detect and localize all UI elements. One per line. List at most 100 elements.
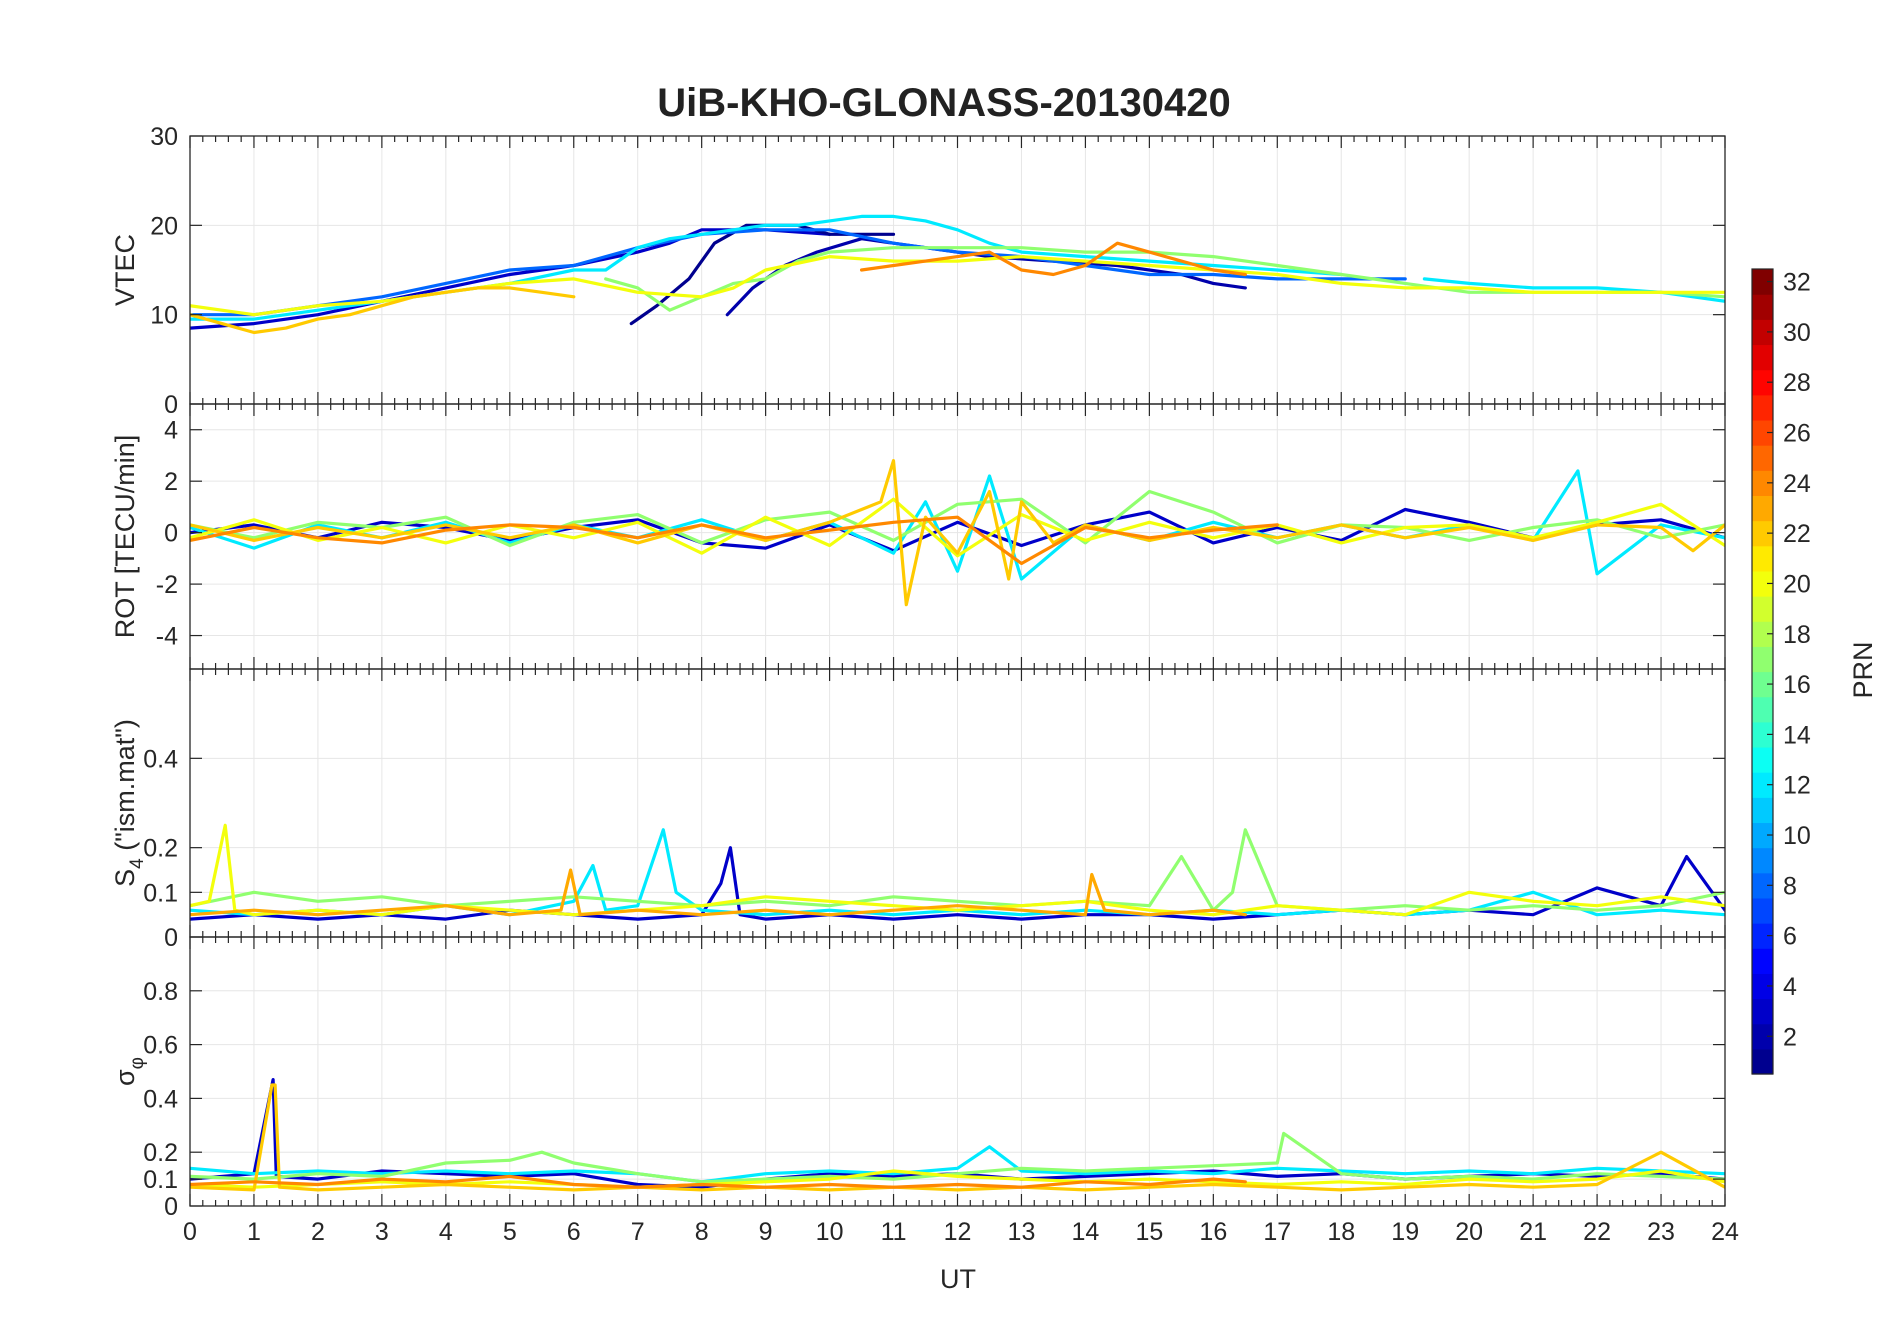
colorbar-tick-label: 28 [1783, 369, 1811, 397]
x-tick-label: 2 [311, 1218, 325, 1246]
chart-title: UiB-KHO-GLONASS-20130420 [657, 81, 1231, 125]
panel-vtec: 0 10 20 30 VTEC [110, 123, 1726, 419]
x-ticks [189, 669, 1726, 937]
y-tick-label: 0.4 [143, 1085, 178, 1113]
colorbar-cell [1752, 797, 1773, 824]
colorbar-cell [1752, 419, 1773, 446]
x-tick-label: 7 [631, 1218, 645, 1246]
colorbar-cell [1752, 772, 1773, 798]
y-tick-label: 0.6 [143, 1032, 178, 1060]
x-tick-label: 15 [1135, 1218, 1163, 1246]
y-tick-label: 0.2 [143, 1139, 178, 1167]
x-ticks [189, 937, 1726, 1206]
x-tick-label: 21 [1519, 1218, 1547, 1246]
y-tick-label: 0 [164, 520, 178, 548]
colorbar-tick-label: 26 [1783, 420, 1811, 448]
colorbar-cell [1752, 847, 1773, 874]
series-group [190, 459, 1725, 607]
series-line-prn-22 [190, 1083, 1725, 1192]
colorbar-tick-label: 8 [1783, 872, 1797, 900]
series-line-prn-12 [190, 1145, 1725, 1184]
colorbar-tick-label: 22 [1783, 520, 1811, 548]
y-tick-label: 0.4 [143, 745, 178, 773]
colorbar-cell [1752, 1048, 1773, 1075]
x-ticks [189, 404, 1726, 669]
y-tick-label: 0 [164, 391, 178, 419]
x-tick-label: 5 [503, 1218, 517, 1246]
series-line-prn-17 [190, 489, 1725, 548]
series-line-prn-24 [190, 1174, 1247, 1189]
colorbar-cell [1752, 1023, 1773, 1050]
colorbar-cell [1752, 294, 1773, 320]
series-line-prn-22 [190, 286, 576, 335]
colorbar-cell [1752, 696, 1773, 723]
colorbar-cell [1752, 445, 1773, 471]
colorbar-frame [1751, 268, 1774, 1075]
colorbar-cell [1752, 269, 1773, 295]
series-line-prn-24 [859, 241, 1247, 277]
y-tick-label: 0.1 [143, 879, 178, 907]
colorbar-label: PRN [1848, 641, 1878, 698]
grid [189, 404, 1726, 669]
x-tick-label: 22 [1583, 1218, 1611, 1246]
y-tick-label: -4 [156, 623, 178, 651]
colorbar-cell [1752, 646, 1773, 673]
y-tick-label: 2 [164, 468, 178, 496]
series-line-prn-1 [629, 223, 896, 326]
colorbar-cell [1752, 746, 1773, 773]
x-tick-label: 9 [759, 1218, 773, 1246]
x-tick-label: 10 [816, 1218, 844, 1246]
colorbar-tick-label: 12 [1783, 772, 1811, 800]
x-tick-label: 14 [1072, 1218, 1100, 1246]
colorbar-cell [1752, 394, 1773, 421]
series-group [190, 823, 1725, 921]
colorbar-cell [1752, 369, 1773, 396]
y-axis-label: VTEC [110, 234, 140, 306]
series-line-prn-22 [190, 459, 1725, 607]
colorbar-cell [1752, 570, 1773, 597]
x-tick-label: 6 [567, 1218, 581, 1246]
y-tick-label: 0 [164, 1193, 178, 1221]
series-line-prn-17 [190, 1131, 1725, 1184]
colorbar-cell [1752, 822, 1773, 849]
y-tick-label: 0.1 [143, 1166, 178, 1194]
x-tick-label: 23 [1647, 1218, 1675, 1246]
x-tick-label: 13 [1008, 1218, 1036, 1246]
colorbar-tick-label: 24 [1783, 470, 1811, 498]
series-line-prn-3 [190, 507, 1725, 553]
series-group [190, 1077, 1725, 1192]
y-tick-label: 0 [164, 924, 178, 952]
colorbar-tick-label: 32 [1783, 269, 1811, 297]
colorbar-cell [1752, 872, 1773, 899]
colorbar-tick-label: 10 [1783, 822, 1811, 850]
series-line-prn-23 [190, 868, 1247, 917]
x-tick-label: 18 [1327, 1218, 1355, 1246]
x-tick-label: 1 [247, 1218, 261, 1246]
x-tick-label: 0 [183, 1218, 197, 1246]
y-tick-label: 30 [150, 123, 178, 151]
colorbar-cell [1752, 495, 1773, 522]
colorbar-tick-label: 4 [1783, 973, 1797, 1001]
colorbar-cell [1752, 721, 1773, 748]
series-line-prn-8 [190, 228, 1407, 317]
colorbar-tick-label: 2 [1783, 1023, 1797, 1051]
colorbar-cell [1752, 319, 1773, 346]
series-group [190, 214, 1725, 335]
colorbar-cell [1752, 973, 1773, 1000]
colorbar-cell [1752, 998, 1773, 1025]
y-tick-label: 0.8 [143, 978, 178, 1006]
y-tick-label: 0.2 [143, 835, 178, 863]
colorbar-cell [1752, 621, 1773, 647]
colorbar-tick-label: 30 [1783, 319, 1811, 347]
colorbar-cell [1752, 545, 1773, 572]
panel-rot: -4 -2 0 2 4 ROT [TECU/min] [110, 403, 1726, 670]
x-tick-label: 19 [1391, 1218, 1419, 1246]
x-tick-label: 24 [1711, 1218, 1739, 1246]
colorbar-tick-label: 14 [1783, 721, 1811, 749]
colorbar-tick-label: 16 [1783, 671, 1811, 699]
series-line-prn-2 [725, 237, 1247, 317]
series-line-prn-20 [190, 497, 1725, 558]
x-tick-label: 17 [1263, 1218, 1291, 1246]
